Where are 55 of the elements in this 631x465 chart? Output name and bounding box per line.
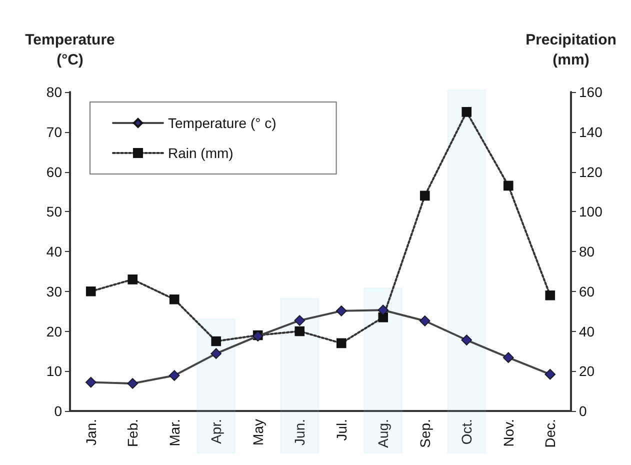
y2-axis-title: Precipitation (mm)	[526, 32, 616, 68]
point	[462, 107, 472, 117]
y-tick-label: 70	[46, 124, 62, 140]
y2-tick-label: 40	[579, 323, 595, 340]
point	[168, 370, 180, 381]
x-tick-label: Sep.	[416, 419, 433, 448]
point	[336, 338, 346, 348]
x-tick-label: Feb.	[124, 419, 141, 448]
y-tick-label: 60	[46, 164, 62, 180]
legend-label: Rain (mm)	[168, 145, 234, 161]
y2-tick-label: 60	[579, 283, 595, 300]
point	[336, 306, 347, 316]
y-tick-label: 30	[46, 283, 62, 300]
point	[503, 180, 514, 191]
x-tick-label: Jul.	[333, 419, 350, 441]
point	[461, 334, 472, 346]
y2-tick-label: 0	[579, 403, 587, 419]
point	[127, 378, 138, 389]
y-tick-label: 50	[46, 204, 62, 220]
x-tick-label: Aug.	[375, 419, 392, 448]
x-tick-label: Mar.	[166, 419, 182, 446]
legend-label: Temperature (° c)	[168, 115, 276, 131]
point	[420, 190, 430, 201]
x-tick-label: Apr.	[208, 419, 224, 444]
point	[419, 315, 430, 326]
point	[210, 348, 222, 359]
x-tick-label: Jun.	[292, 419, 308, 446]
y2-tick-label: 100	[579, 204, 603, 220]
y2-tick-label: 120	[579, 164, 603, 180]
point	[211, 336, 222, 346]
x-tick-label: May	[250, 419, 266, 446]
y-tick-label: 80	[46, 84, 62, 100]
point	[128, 274, 138, 284]
point	[86, 286, 96, 296]
point	[502, 352, 514, 363]
point	[294, 326, 305, 336]
y-tick-label: 0	[54, 403, 62, 419]
y-tick-label: 40	[46, 244, 62, 260]
y2-tick-label: 160	[579, 84, 603, 100]
x-tick-label: Nov.	[500, 419, 516, 447]
point	[544, 368, 556, 380]
y2-tick-label: 80	[579, 244, 595, 260]
point	[169, 294, 180, 304]
y2-tick-label: 140	[579, 124, 603, 140]
y2-tick-label: 20	[579, 363, 595, 380]
x-tick-label: Jan.	[82, 419, 99, 446]
point	[378, 304, 389, 316]
y-tick-label: 10	[46, 363, 62, 380]
point	[545, 290, 556, 300]
point	[294, 315, 306, 326]
y-axis-title: Temperature (°C)	[25, 32, 115, 68]
x-tick-label: Oct.	[458, 419, 475, 445]
x-tick-label: Dec.	[542, 419, 558, 448]
point	[85, 376, 96, 388]
y-tick-label: 20	[46, 323, 62, 340]
